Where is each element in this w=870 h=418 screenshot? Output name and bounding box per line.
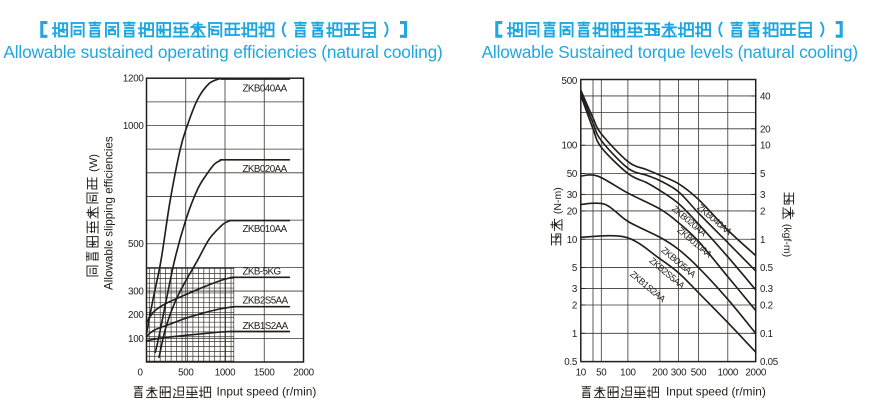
svg-text:ZKB2S5AA: ZKB2S5AA <box>243 296 289 307</box>
svg-text:50: 50 <box>596 368 607 379</box>
svg-text:300: 300 <box>671 368 687 379</box>
svg-text:1000: 1000 <box>123 121 144 132</box>
svg-text:ZKB010AA: ZKB010AA <box>243 224 288 235</box>
svg-text:10: 10 <box>567 235 578 246</box>
svg-text:0.2: 0.2 <box>760 301 773 312</box>
svg-text:1200: 1200 <box>123 74 144 85</box>
svg-text:ZKB-5KG: ZKB-5KG <box>243 266 281 277</box>
svg-text:50: 50 <box>567 169 578 180</box>
svg-text:2000: 2000 <box>745 368 766 379</box>
svg-text:5: 5 <box>760 169 766 180</box>
svg-text:ZKB040AA: ZKB040AA <box>243 83 288 94</box>
svg-text:200: 200 <box>652 368 668 379</box>
svg-text:500: 500 <box>178 368 194 379</box>
svg-text:3: 3 <box>572 284 578 295</box>
svg-text:100: 100 <box>128 334 144 345</box>
svg-text:ZKB1S2AA: ZKB1S2AA <box>243 321 289 332</box>
svg-text:1000: 1000 <box>215 368 236 379</box>
svg-text:500: 500 <box>128 239 144 250</box>
svg-text:2: 2 <box>760 207 765 218</box>
svg-text:3: 3 <box>760 190 766 201</box>
svg-text:100: 100 <box>562 141 578 152</box>
svg-text:2000: 2000 <box>293 368 314 379</box>
svg-text:(kgf-m): (kgf-m) <box>781 224 793 257</box>
svg-text:200: 200 <box>128 310 144 321</box>
svg-text:(N-m): (N-m) <box>552 187 564 214</box>
svg-text:(W): (W) <box>88 154 100 172</box>
svg-text:Input speed (r/min): Input speed (r/min) <box>217 385 317 399</box>
svg-text:Allowable Sustained torque lev: Allowable Sustained torque levels (natur… <box>482 42 858 62</box>
svg-text:0.05: 0.05 <box>760 357 779 368</box>
svg-text:0.5: 0.5 <box>564 357 578 368</box>
svg-text:500: 500 <box>562 76 578 87</box>
svg-text:1500: 1500 <box>254 368 275 379</box>
svg-text:40: 40 <box>760 91 771 102</box>
svg-text:300: 300 <box>128 287 144 298</box>
svg-text:2: 2 <box>572 301 577 312</box>
svg-text:5: 5 <box>572 263 578 274</box>
svg-text:ZKB020AA: ZKB020AA <box>243 164 288 175</box>
svg-text:0: 0 <box>138 368 144 379</box>
svg-text:0.1: 0.1 <box>760 329 773 340</box>
svg-text:20: 20 <box>567 207 578 218</box>
svg-text:100: 100 <box>620 368 636 379</box>
svg-text:Allowable slipping efficiencie: Allowable slipping efficiencies <box>103 136 116 290</box>
svg-text:Input speed (r/min): Input speed (r/min) <box>666 385 766 399</box>
svg-text:Allowable sustained operating: Allowable sustained operating efficienci… <box>3 42 442 62</box>
svg-text:30: 30 <box>567 190 578 201</box>
svg-text:0.5: 0.5 <box>760 263 774 274</box>
svg-text:20: 20 <box>760 124 771 135</box>
svg-text:10: 10 <box>760 141 771 152</box>
svg-text:10: 10 <box>576 368 587 379</box>
svg-text:500: 500 <box>691 368 707 379</box>
svg-text:1000: 1000 <box>717 368 738 379</box>
svg-text:0.3: 0.3 <box>760 284 774 295</box>
svg-text:1: 1 <box>572 329 577 340</box>
svg-text:1: 1 <box>760 235 765 246</box>
